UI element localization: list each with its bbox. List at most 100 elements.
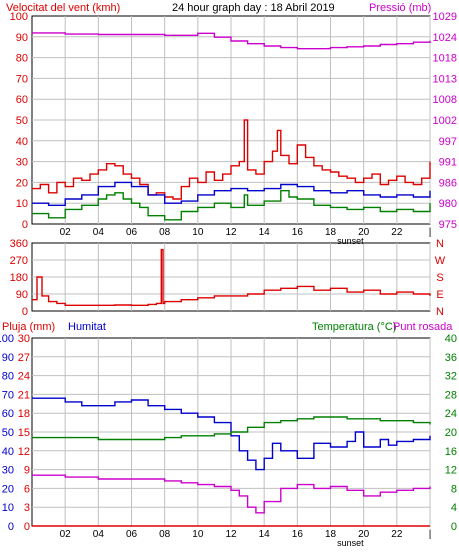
y-tick-label-wind: 0 (22, 219, 28, 231)
y-tick-label-temperature: 8 (451, 483, 457, 495)
y-tick-label-temperature: 28 (445, 389, 457, 401)
y-tick-label-humidity: 20 (2, 483, 14, 495)
y-tick-label-temperature: 16 (445, 446, 457, 458)
series-line-red-1 (32, 248, 431, 306)
y-tick-label-rain: 12 (18, 446, 30, 458)
y-tick-label-wind: 70 (16, 73, 28, 85)
y-tick-label-wind: 100 (10, 11, 28, 23)
x-tick-label: 16 (292, 529, 304, 540)
y-tick-label-direction: 180 (10, 272, 28, 284)
y-tick-label-pressure: 1008 (433, 94, 457, 106)
series-line-humitat (32, 397, 431, 471)
graph-title: 24 hour graph day : 18 Abril 2019 (172, 2, 335, 14)
y-tick-label-rain: 21 (18, 389, 30, 401)
x-tick-label: 08 (159, 227, 171, 238)
humidity-label: Humitat (68, 321, 106, 333)
y-tick-label-pressure: 1002 (433, 115, 457, 127)
direction-letter: N (436, 306, 444, 318)
series-line-green-0 (32, 190, 431, 221)
x-tick-label: | (429, 529, 432, 540)
y-tick-label-humidity: 0 (8, 521, 14, 533)
x-tick-label: 04 (93, 227, 105, 238)
x-tick-label: 22 (391, 227, 403, 238)
y-tick-label-wind: 30 (16, 157, 28, 169)
x-tick-label: 14 (259, 529, 271, 540)
y-tick-label-wind: 20 (16, 177, 28, 189)
x-tick-label: 10 (192, 529, 204, 540)
y-tick-label-temperature: 20 (445, 427, 457, 439)
y-tick-label-direction: 360 (10, 238, 28, 250)
y-tick-label-temperature: 4 (451, 502, 457, 514)
y-tick-label-temperature: 36 (445, 352, 457, 364)
y-tick-label-rain: 9 (24, 465, 30, 477)
series-line-temperatura-c- (32, 416, 431, 441)
y-tick-label-pressure: 980 (439, 198, 457, 210)
y-tick-label-pressure: 997 (439, 136, 457, 148)
y-tick-label-direction: 270 (10, 255, 28, 267)
y-tick-label-rain: 30 (18, 333, 30, 345)
direction-letter: E (436, 289, 443, 301)
y-tick-label-wind: 40 (16, 136, 28, 148)
y-tick-label-rain: 0 (24, 521, 30, 533)
x-tick-label: 18 (325, 227, 337, 238)
y-tick-label-rain: 24 (18, 371, 30, 383)
x-tick-label: 20 (358, 227, 370, 238)
y-tick-label-humidity: 90 (2, 352, 14, 364)
y-tick-label-wind: 60 (16, 94, 28, 106)
y-tick-label-pressure: 991 (439, 157, 457, 169)
x-tick-label: 22 (391, 529, 403, 540)
rain-label: Pluja (mm) (2, 321, 55, 333)
y-tick-label-temperature: 0 (451, 521, 457, 533)
y-tick-label-humidity: 30 (2, 465, 14, 477)
y-tick-label-rain: 15 (18, 427, 30, 439)
temperature-label: Temperatura (°C) (312, 321, 396, 333)
x-tick-label: 12 (225, 529, 237, 540)
y-tick-label-rain: 27 (18, 352, 30, 364)
y-tick-label-rain: 3 (24, 502, 30, 514)
y-tick-label-humidity: 40 (2, 446, 14, 458)
x-tick-label: 06 (126, 529, 138, 540)
x-tick-label: 08 (159, 529, 171, 540)
y-tick-label-pressure: 1018 (433, 53, 457, 65)
y-tick-label-wind: 90 (16, 32, 28, 44)
y-tick-label-wind: 10 (16, 198, 28, 210)
series-line-pressi-mb- (32, 32, 431, 50)
y-tick-label-direction: 90 (16, 289, 28, 301)
y-tick-label-temperature: 12 (445, 465, 457, 477)
x-tick-label: 16 (292, 227, 304, 238)
y-tick-label-pressure: 986 (439, 177, 457, 189)
wind-speed-label: Velocitat del vent (kmh) (6, 2, 120, 14)
x-tick-label: 12 (225, 227, 237, 238)
y-tick-label-pressure: 1029 (433, 11, 457, 23)
series-line-punt-rosada (32, 474, 431, 514)
y-tick-label-wind: 80 (16, 53, 28, 65)
x-tick-label: 04 (93, 529, 105, 540)
pressure-label: Pressió (mb) (369, 2, 431, 14)
y-tick-label-temperature: 40 (445, 333, 457, 345)
y-tick-label-pressure: 1024 (433, 32, 457, 44)
y-tick-label-rain: 6 (24, 483, 30, 495)
dew-point-label: Punt rosada (393, 321, 453, 333)
direction-letter: W (435, 255, 446, 267)
y-tick-label-rain: 18 (18, 408, 30, 420)
y-tick-label-direction: 0 (22, 306, 28, 318)
x-tick-label: 20 (358, 529, 370, 540)
x-tick-label: 02 (60, 227, 72, 238)
y-tick-label-wind: 50 (16, 115, 28, 127)
y-tick-label-humidity: 10 (2, 502, 14, 514)
x-tick-label: 02 (60, 529, 72, 540)
x-tick-label: 06 (126, 227, 138, 238)
series-line-blue-0 (32, 181, 431, 206)
x-tick-label: | (429, 227, 432, 238)
y-tick-label-temperature: 24 (445, 408, 457, 420)
sunset-label: sunset (337, 538, 364, 548)
sunset-label: sunset (337, 236, 364, 246)
series-line-velocitat-del-vent-kmh- (32, 119, 431, 200)
x-tick-label: 10 (192, 227, 204, 238)
x-tick-label: 14 (259, 227, 271, 238)
direction-letter: N (436, 238, 444, 250)
y-tick-label-humidity: 60 (2, 408, 14, 420)
y-tick-label-humidity: 100 (0, 333, 14, 345)
y-tick-label-humidity: 80 (2, 371, 14, 383)
